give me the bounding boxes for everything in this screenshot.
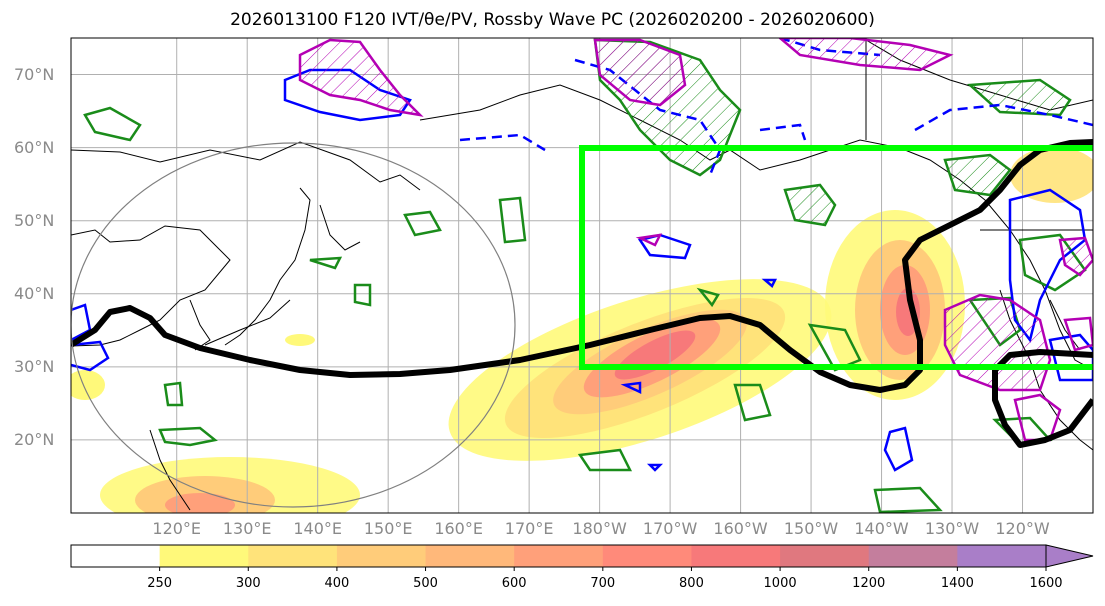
lat-tick-label: 60°N bbox=[14, 137, 55, 157]
lon-tick-label: 160°E bbox=[434, 519, 483, 538]
colorbar bbox=[70, 544, 1094, 571]
colorbar-tick-label: 700 bbox=[590, 576, 616, 591]
colorbar-tick-label: 800 bbox=[679, 576, 704, 591]
map-title: 2026013100 F120 IVT/θe/PV, Rossby Wave P… bbox=[230, 10, 875, 30]
waveguide-isoline bbox=[71, 139, 1093, 393]
colorbar-segment bbox=[336, 545, 427, 567]
waveguide-isoline-east bbox=[992, 349, 1093, 448]
lat-tick-label: 50°N bbox=[14, 210, 55, 230]
colorbar-tick-label: 600 bbox=[501, 576, 527, 591]
lon-tick-label: 130°W bbox=[924, 519, 980, 538]
lat-tick-label: 20°N bbox=[14, 429, 55, 449]
lon-tick-label: 130°E bbox=[222, 519, 272, 538]
lon-tick-label: 180°W bbox=[572, 519, 627, 538]
lat-tick-label: 70°N bbox=[14, 64, 55, 84]
colorbar-tick-label: 400 bbox=[324, 576, 350, 591]
colorbar-tick-label: 500 bbox=[413, 576, 438, 591]
colorbar-segment bbox=[868, 545, 958, 567]
lon-tick-label: 160°W bbox=[713, 519, 768, 538]
colorbar-segment bbox=[602, 545, 692, 567]
colorbar-segment bbox=[159, 545, 249, 567]
analysis-box bbox=[579, 145, 1093, 370]
colorbar-tick-label: 300 bbox=[235, 576, 261, 591]
colorbar-segment bbox=[957, 545, 1047, 567]
map-frame bbox=[70, 37, 1094, 514]
colorbar-segment bbox=[425, 545, 515, 567]
lon-tick-label: 140°W bbox=[854, 519, 909, 538]
ivt-shading bbox=[71, 147, 1093, 513]
lon-tick-label: 150°E bbox=[363, 519, 413, 538]
lon-tick-label: 170°W bbox=[642, 519, 698, 538]
colorbar-segment bbox=[691, 545, 781, 567]
colorbar-segment bbox=[780, 545, 870, 567]
colorbar-tick-label: 250 bbox=[147, 576, 173, 591]
colorbar-segment bbox=[514, 545, 604, 567]
colorbar-tick-label: 1200 bbox=[852, 576, 886, 591]
colorbar-segment bbox=[71, 545, 161, 567]
colorbar-outline bbox=[70, 544, 1047, 568]
colorbar-extend-arrow bbox=[1045, 544, 1094, 568]
lat-tick-label: 40°N bbox=[14, 283, 55, 303]
colorbar-tick-label: 1000 bbox=[763, 576, 797, 591]
colorbar-segment bbox=[248, 545, 338, 567]
lon-tick-label: 140°E bbox=[293, 519, 343, 538]
reference-circle bbox=[71, 142, 516, 508]
lon-tick-label: 150°W bbox=[783, 519, 839, 538]
lon-tick-label: 120°W bbox=[995, 519, 1050, 538]
lat-tick-label: 30°N bbox=[14, 356, 55, 376]
lon-tick-label: 120°E bbox=[152, 519, 202, 538]
lon-tick-label: 170°E bbox=[504, 519, 554, 538]
colorbar-tick-label: 1400 bbox=[940, 576, 974, 591]
colorbar-tick-label: 1600 bbox=[1029, 576, 1063, 591]
